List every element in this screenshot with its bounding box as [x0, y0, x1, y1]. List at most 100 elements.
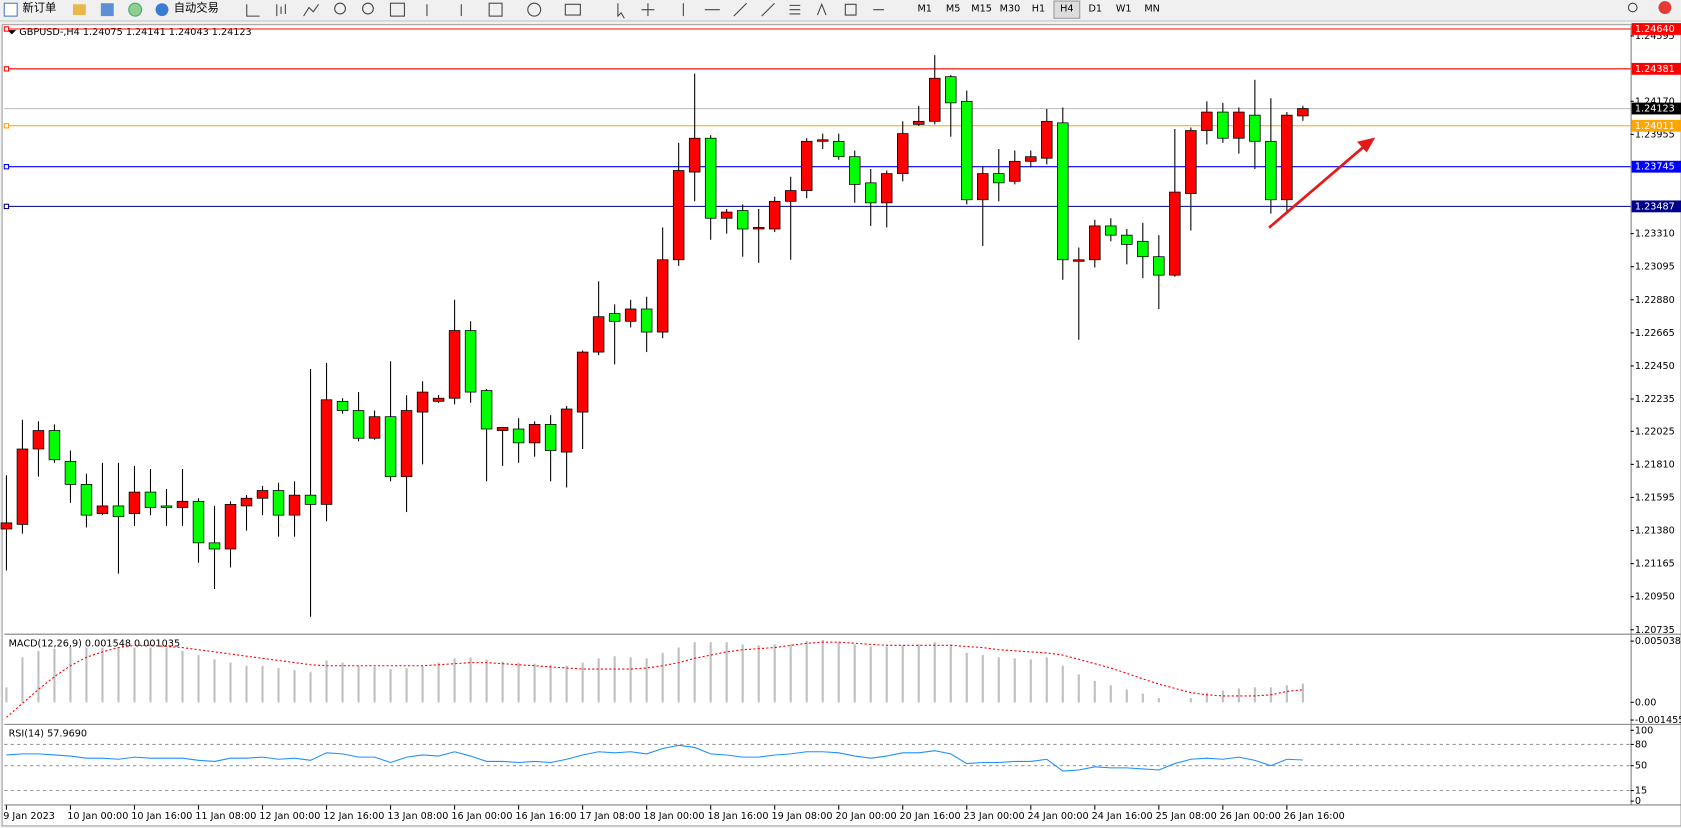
timeframe-button[interactable]: M15 [971, 4, 992, 15]
x-tick-label: 19 Jan 08:00 [771, 811, 832, 822]
chart-title: GBPUSD-,H4 1.24075 1.24141 1.24043 1.241… [19, 27, 251, 38]
candle-body [528, 424, 541, 444]
timeframe-button[interactable]: M5 [946, 4, 960, 15]
tool-icons[interactable] [72, 2, 143, 17]
timeframe-label: H4 [1060, 4, 1073, 15]
candle-body [1153, 256, 1165, 276]
price-level-handle [3, 26, 10, 32]
trend-arrow [1268, 137, 1376, 229]
candle-body [512, 428, 525, 444]
candle-body [848, 156, 861, 185]
new-order-button[interactable]: 新订单 [3, 1, 56, 17]
x-tick-label: 23 Jan 00:00 [964, 811, 1025, 822]
candle-body [1297, 108, 1309, 117]
timeframe-label: MN [1144, 4, 1160, 15]
timeframe-bar: M1 M5 M15 M30 H1 H4 D1 W1 MN [917, 0, 1160, 19]
x-tick-label: 17 Jan 08:00 [579, 811, 640, 822]
candle-body [64, 460, 77, 485]
y-tick-label: 1.21810 [1635, 459, 1675, 470]
dropdown-icon [7, 30, 17, 35]
x-tick-label: 16 Jan 00:00 [451, 811, 512, 822]
icon [155, 3, 169, 17]
price-level-tag [1631, 119, 1681, 132]
timeframe-button[interactable]: MN [1144, 4, 1160, 15]
timeframe-button[interactable]: D1 [1088, 4, 1102, 15]
icon [303, 3, 320, 17]
x-tick-label: 26 Jan 16:00 [1284, 811, 1345, 822]
candle-body [112, 505, 125, 518]
icon [3, 2, 18, 17]
timeframe-button[interactable]: H1 [1032, 4, 1045, 15]
icon [389, 2, 405, 17]
candle-body [176, 500, 189, 508]
series-line [6, 744, 1303, 772]
y-tick-label: 0.00 [1635, 697, 1657, 708]
y-tick-label: 1.24595 [1635, 31, 1675, 42]
auto-trading-button[interactable]: 自动交易 [155, 1, 219, 17]
timeframe-label: M30 [1000, 4, 1021, 15]
y-tick-label: 1.22025 [1635, 426, 1675, 437]
x-tick-label: 10 Jan 16:00 [131, 811, 192, 822]
alert-icon[interactable] [1658, 1, 1672, 14]
timeframe-button[interactable]: W1 [1116, 4, 1132, 15]
timeframe-button[interactable]: M30 [1000, 4, 1021, 15]
icon [488, 2, 503, 17]
timeframe-label: M1 [917, 4, 931, 15]
toolbar [0, 0, 1681, 22]
candle-body [864, 182, 877, 204]
candle-body [160, 505, 173, 508]
x-tick-label: 20 Jan 16:00 [900, 811, 961, 822]
candle-body [752, 227, 765, 230]
x-tick-label: 12 Jan 00:00 [259, 811, 320, 822]
arrow-shaft [1268, 145, 1366, 229]
y-tick-label: 50 [1635, 761, 1647, 772]
candle-body [144, 491, 157, 508]
y-tick-label: 1.24170 [1635, 96, 1675, 107]
price-level-label: 1.24011 [1635, 121, 1675, 132]
price-level-label: 1.24381 [1635, 64, 1675, 75]
icon [761, 2, 801, 17]
candle-body [913, 120, 925, 125]
price-level-label: 1.23745 [1635, 162, 1675, 173]
candle-body [304, 494, 317, 505]
candle-body [832, 140, 845, 158]
chart-tools[interactable] [246, 2, 1638, 19]
candle-body [544, 424, 557, 451]
timeframe-label: D1 [1088, 4, 1102, 15]
y-tick-label: 1.22235 [1635, 394, 1675, 405]
y-tick-label: 1.23095 [1635, 262, 1675, 273]
timeframe-label: W1 [1116, 4, 1132, 15]
rsi-title: RSI(14) 57.9690 [9, 728, 87, 739]
timeframe-label: M5 [946, 4, 960, 15]
candle-body [16, 448, 29, 525]
candle-body [496, 427, 509, 431]
candle-body [929, 77, 941, 122]
candle-body [272, 490, 285, 516]
y-tick-label: 80 [1635, 739, 1647, 750]
candle-body [1041, 120, 1053, 159]
candle-body [704, 137, 717, 219]
timeframe-label: M15 [971, 4, 992, 15]
x-tick-label: 12 Jan 16:00 [323, 811, 384, 822]
y-tick-label: 1.23955 [1635, 129, 1675, 140]
candle-body [480, 390, 493, 430]
candle-body [1057, 122, 1069, 261]
candle-body [400, 410, 413, 478]
y-tick-label: 1.20950 [1635, 592, 1675, 603]
timeframe-button[interactable]: H4 [1053, 0, 1081, 19]
icon [564, 3, 581, 16]
icon [426, 4, 462, 17]
price-level-handle [3, 203, 10, 210]
candle-body [240, 497, 253, 507]
y-tick-label: 1.22880 [1635, 295, 1675, 306]
icon [641, 2, 748, 17]
candle-body [416, 391, 429, 413]
timeframe-button[interactable]: M1 [917, 4, 931, 15]
candle-body [672, 170, 685, 261]
icon [334, 2, 346, 15]
icon [246, 4, 260, 17]
arrow-head [1357, 137, 1376, 153]
price-level-label: 1.23487 [1635, 201, 1675, 212]
candle-body [1249, 114, 1261, 142]
